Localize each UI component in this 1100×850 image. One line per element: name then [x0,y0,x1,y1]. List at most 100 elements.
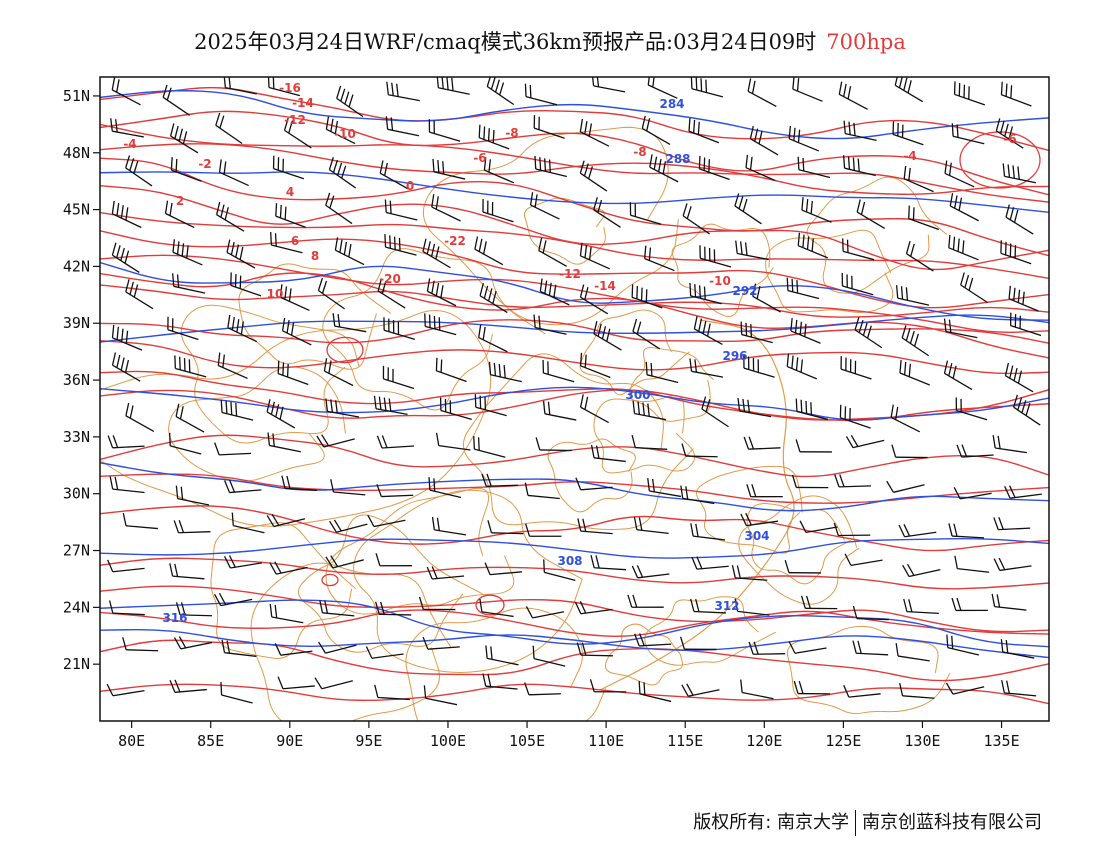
province-border [180,304,360,444]
footer-divider [855,810,856,836]
wind-barb [174,355,207,378]
temperature-label: 6 [291,234,299,248]
wind-barb [838,81,868,110]
wind-barb [1000,81,1032,107]
temperature-label: 10 [267,287,284,301]
plot-frame [99,76,1050,722]
wind-barb [542,400,577,421]
wind-barb [953,81,986,106]
wind-barb [995,118,1024,149]
lat-tick-label: 21N [63,655,90,673]
province-border [405,607,607,721]
wind-barb [474,236,504,266]
wind-barb [482,199,514,223]
wind-barb [1001,680,1037,697]
wind-barb [424,313,457,336]
wind-barb [743,355,775,378]
province-border [523,197,606,265]
wind-barb [799,520,838,534]
wind-barb [334,237,365,266]
wind-barb [267,432,301,453]
wind-barb [483,157,515,184]
temperature-isotherm [100,110,1049,196]
wind-barb [478,124,510,150]
wind-barb [902,563,941,578]
height-contour [100,90,1049,140]
wind-barb [895,643,930,662]
wind-barb [574,601,613,615]
wind-barb [682,203,710,235]
wind-barb [539,278,570,306]
wind-barb [579,352,611,379]
lon-tick-label: 125E [825,732,861,750]
wind-barb [852,605,889,621]
wind-barb [122,512,158,530]
wind-barb [533,115,565,139]
wind-barb [647,77,678,99]
wind-barb [579,160,608,192]
province-border [738,495,860,605]
wind-barb [108,600,145,616]
lon-tick-label: 130E [904,732,940,750]
wind-barb [681,443,718,458]
wind-barb [283,117,312,149]
wind-barb [951,597,988,612]
wind-barb [267,77,301,97]
wind-barb [230,272,262,297]
wind-barb [478,324,508,353]
lon-tick-label: 105E [509,732,545,750]
province-border [671,223,774,317]
wind-barb [953,487,992,500]
temperature-label: 0 [406,179,414,193]
temperature-isotherm [100,254,1049,333]
wind-barb [169,563,205,580]
temperature-isotherm [100,272,1049,359]
wind-barb [688,118,720,144]
wind-barb [852,640,889,656]
wind-barb [788,641,827,654]
wind-barb [111,242,140,274]
wind-barb [365,646,404,659]
wind-barb [948,234,979,261]
lat-tick-label: 27N [63,542,90,560]
wind-barb [486,77,515,106]
wind-barb [631,284,663,309]
wind-barb [534,155,567,178]
wind-barb [175,602,213,617]
wind-barb [943,318,978,339]
wind-barb [788,125,820,152]
wind-barb [899,683,935,699]
wind-barb [647,478,682,498]
wind-barb [318,641,357,654]
wind-barb [172,239,203,266]
wind-barb [164,200,195,229]
height-contour [100,171,1049,214]
wind-barb [591,77,626,93]
temperature-label: -12 [284,113,306,127]
wind-barb [525,606,565,619]
wind-barb [435,357,467,383]
province-border [593,395,696,474]
country-border [100,310,492,527]
wind-barb [734,598,770,616]
wind-barb [797,232,829,259]
wind-barb [217,352,248,380]
wind-barb [487,520,524,535]
wind-barb [231,512,265,534]
copyright-text: 版权所有: 南京大学 [693,812,849,833]
wind-barb [332,313,367,333]
wind-barb [479,282,508,314]
wind-barb [213,592,253,607]
wind-barb [949,193,979,222]
wind-barb [325,555,364,569]
temperature-label: -22 [444,234,466,248]
wind-barb [749,126,779,156]
wind-barb [795,398,829,421]
wind-barb [328,157,357,189]
temperature-isotherm [100,609,1049,637]
wind-barb [590,444,626,463]
temperature-label: -12 [559,267,581,281]
wind-barb [590,555,627,571]
lon-tick-label: 90E [276,732,303,750]
height-label: 312 [714,599,739,613]
